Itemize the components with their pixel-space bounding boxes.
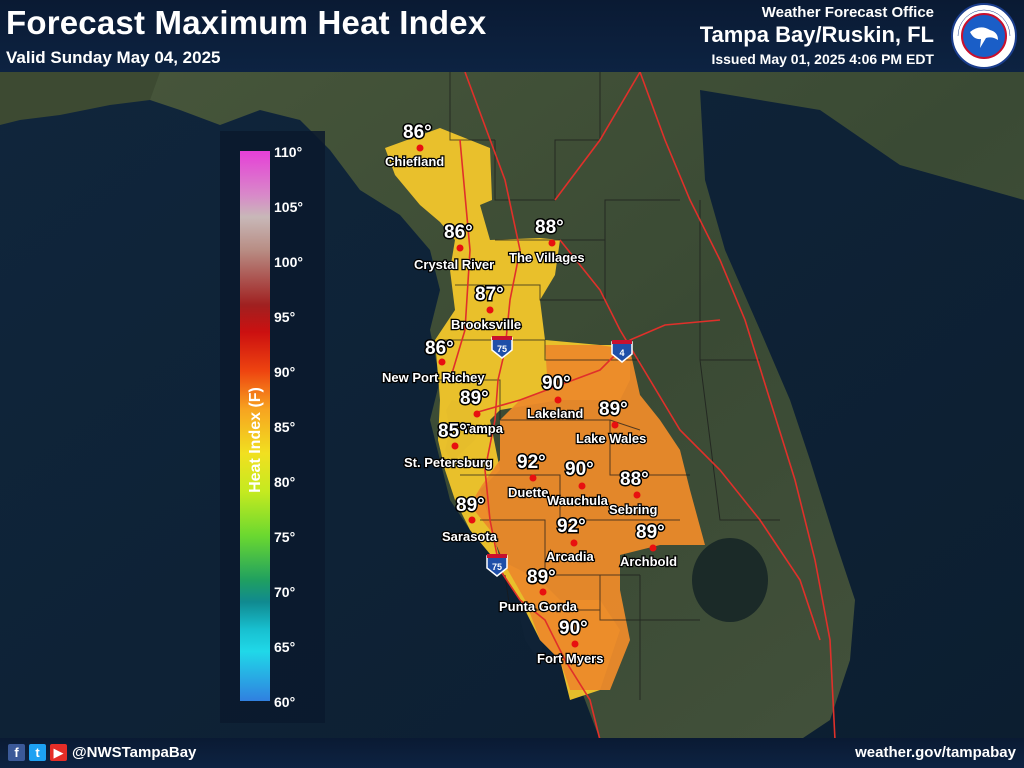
city-st-petersburg: 85° St. Petersburg [403,420,494,472]
panhandle-land [0,72,160,125]
city-name: The Villages [509,250,585,265]
highway-shield-75-south: 75 [486,554,508,577]
city-brooksville: 87° Brooksville [450,283,523,334]
city-name: Punta Gorda [499,599,578,614]
city-name: Tampa [462,421,504,436]
heat-index-value: 90° [559,618,588,639]
legend-tick: 100° [274,254,303,270]
heat-index-value: 92° [557,516,586,537]
heat-index-value: 86° [444,222,473,243]
valid-date: Valid Sunday May 04, 2025 [6,48,221,67]
heat-index-value: 85° [438,421,467,442]
highway-number: 75 [492,562,502,572]
city-name: New Port Richey [382,370,485,385]
highway-shield-75-north: 75 [491,336,513,359]
twitter-icon[interactable]: t [29,744,46,761]
city-duette: 92° Duette [507,451,550,502]
legend-tick: 80° [274,474,296,490]
heat-index-value: 89° [527,567,556,588]
city-tampa: 89° Tampa [459,387,505,438]
highway-number: 75 [497,344,507,354]
heat-index-value: 92° [517,452,546,473]
legend-tick: 110° [274,144,303,160]
heat-zone-orange [470,345,705,690]
legend-tick: 90° [274,364,296,380]
city-name: Wauchula [547,493,609,508]
turnpike-road [559,239,821,641]
heat-index-value: 90° [565,459,594,480]
office-name: Tampa Bay/Ruskin, FL [699,22,934,47]
heat-index-value: 86° [425,338,454,359]
legend-tick: 75° [274,529,296,545]
city-name: Sebring [609,502,657,517]
header-bar: Forecast Maximum Heat Index Valid Sunday… [0,0,1024,72]
highway-number: 4 [619,348,624,358]
office-label: Weather Forecast Office [761,4,934,21]
city-lakeland: 90° Lakeland [526,372,585,423]
website-link[interactable]: weather.gov/tampabay [855,744,1016,761]
road-us19 [449,139,471,381]
heat-index-value: 90° [542,373,571,394]
city-name: Lake Wales [576,431,646,446]
city-name: Crystal River [414,257,494,272]
city-name: Duette [508,485,548,500]
city-fort-myers: 90° Fort Myers [536,617,605,668]
city-name: Sarasota [442,529,498,544]
i95-road [639,71,836,741]
city-name: Lakeland [527,406,583,421]
city-archbold: 89° Archbold [619,521,679,571]
city-name: St. Petersburg [404,455,493,470]
highways [449,71,836,741]
legend-tick: 65° [274,639,296,655]
city-name: Archbold [620,554,677,569]
legend-tick: 85° [274,419,296,435]
heat-index-value: 89° [636,522,665,543]
legend-tick: 105° [274,199,303,215]
city-sebring: 88° Sebring [608,468,659,519]
city-wauchula: 90° Wauchula [546,458,610,510]
heat-index-value: 89° [460,388,489,409]
city-punta-gorda: 89° Punta Gorda [498,566,579,616]
heat-index-value: 87° [475,284,504,305]
heat-index-value: 86° [403,122,432,143]
road-us27 [554,71,641,201]
city-lake-wales: 89° Lake Wales [575,398,648,448]
legend-title: Heat Index (F) [246,387,264,493]
city-name: Arcadia [546,549,594,564]
legend-tick: 95° [274,309,296,325]
city-name: Brooksville [451,317,521,332]
heat-index-legend: 110° 105° 100° 95° 90° 85° 80° 75° 70° 6… [220,131,325,723]
city-new-port-richey: 86° New Port Richey [381,337,487,387]
twitter-handle[interactable]: @NWSTampaBay [72,744,197,761]
lake-okeechobee [692,538,768,622]
footer-bar: f t ▶ @NWSTampaBay weather.gov/tampabay [0,738,1024,768]
i75-road [464,71,601,741]
city-name: Fort Myers [537,651,603,666]
city-crystal-river: 86° Crystal River [413,221,496,274]
heat-index-value: 88° [535,217,564,238]
nws-logo-icon[interactable] [950,2,1018,70]
highway-shield-4: 4 [611,340,633,363]
heat-index-value: 88° [620,469,649,490]
legend-tick: 60° [274,694,296,710]
city-arcadia: 92° Arcadia [545,515,596,566]
city-sarasota: 89° Sarasota [441,494,499,546]
city-chiefland: 86° Chiefland [384,121,446,171]
city-the-villages: 88° The Villages [508,216,586,267]
page-title: Forecast Maximum Heat Index [6,4,487,41]
city-name: Chiefland [385,154,444,169]
i4-road [477,319,721,413]
issued-time: Issued May 01, 2025 4:06 PM EDT [711,51,934,67]
heat-index-value: 89° [599,399,628,420]
legend-tick: 70° [274,584,296,600]
legend-colorbar [240,151,270,701]
youtube-icon[interactable]: ▶ [50,744,67,761]
heat-index-value: 89° [456,495,485,516]
facebook-icon[interactable]: f [8,744,25,761]
